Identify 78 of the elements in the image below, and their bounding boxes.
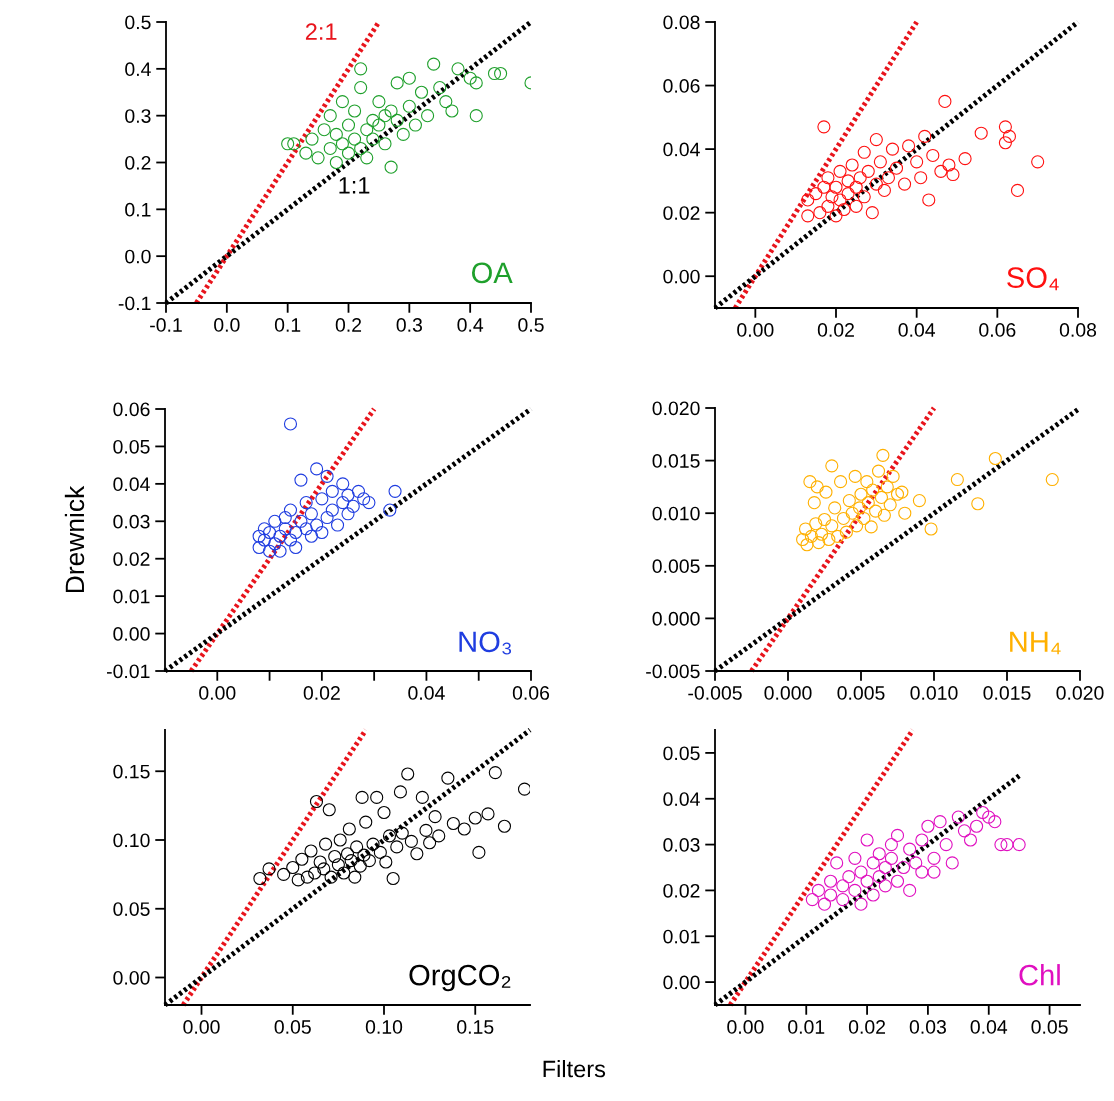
y-tick-label: 0.1 bbox=[125, 202, 151, 217]
y-tick-label: 0.00 bbox=[663, 975, 700, 990]
text: SO₄ bbox=[1007, 267, 1059, 291]
y-tick-label: 0.03 bbox=[113, 514, 150, 529]
x-tick-label: 0.2 bbox=[335, 318, 362, 332]
text: OrgCO₂ bbox=[409, 964, 511, 992]
x-tick-label: 0.005 bbox=[837, 686, 885, 700]
x-tick-label: 0.3 bbox=[396, 318, 422, 332]
y-tick-label: 0.02 bbox=[113, 552, 150, 566]
y-tick-label: 0.02 bbox=[663, 206, 700, 220]
x-tick-label: 0.15 bbox=[457, 1020, 494, 1034]
x-axis-title: Filters bbox=[543, 1060, 606, 1078]
y-tick-label: 0.5 bbox=[125, 15, 151, 30]
y-tick-label: 0.3 bbox=[125, 109, 151, 123]
y-tick-label: 0.000 bbox=[652, 611, 700, 626]
y-tick-label: 0.05 bbox=[663, 746, 700, 761]
y-tick-label: 0.02 bbox=[663, 883, 700, 898]
x-tick-label: 0.02 bbox=[848, 1020, 886, 1034]
x-tick-label: 0.0 bbox=[214, 318, 240, 332]
y-axis-title: Drewnick bbox=[64, 485, 85, 593]
y-tick-label: 0.06 bbox=[663, 79, 700, 93]
y-tick-label: 0.00 bbox=[113, 970, 150, 985]
x-tick-label: 0.01 bbox=[788, 1020, 825, 1034]
x-tick-label: 0.000 bbox=[764, 686, 812, 700]
y-tick-label: 0.01 bbox=[663, 929, 700, 944]
x-tick-label: 0.5 bbox=[518, 318, 544, 332]
y-tick-label: 0.15 bbox=[113, 764, 150, 779]
series-label: 2:1 bbox=[305, 23, 337, 40]
x-tick-label: 0.020 bbox=[1056, 686, 1104, 700]
x-tick-label: 0.02 bbox=[303, 686, 340, 700]
text: NH₄ bbox=[1010, 631, 1061, 655]
x-tick-label: 0.4 bbox=[457, 318, 484, 332]
x-tick-label: 0.03 bbox=[909, 1020, 946, 1034]
y-tick-label: 0.04 bbox=[663, 792, 700, 806]
y-tick-label: 0.00 bbox=[113, 627, 150, 641]
x-tick-label: -0.1 bbox=[150, 318, 182, 332]
y-tick-label: 0.04 bbox=[663, 142, 700, 157]
y-tick-label: 0.04 bbox=[113, 477, 150, 492]
y-tick-label: 0.0 bbox=[125, 249, 151, 264]
x-tick-label: 0.04 bbox=[970, 1020, 1008, 1034]
y-tick-label: -0.005 bbox=[646, 664, 700, 679]
x-tick-label: 0.04 bbox=[898, 323, 936, 337]
x-tick-label: 0.00 bbox=[737, 323, 774, 337]
y-tick-label: 0.03 bbox=[663, 838, 700, 852]
y-tick-label: 0.020 bbox=[652, 401, 700, 416]
text: NO₃ bbox=[459, 631, 512, 655]
text: Chl bbox=[1019, 964, 1060, 986]
y-tick-label: -0.1 bbox=[118, 296, 151, 311]
x-tick-label: 0.015 bbox=[983, 686, 1031, 700]
y-tick-label: 0.005 bbox=[652, 559, 700, 574]
y-tick-label: 0.01 bbox=[113, 589, 150, 604]
x-tick-label: 0.10 bbox=[365, 1020, 403, 1034]
x-tick-label: 0.00 bbox=[727, 1020, 764, 1034]
y-tick-label: 0.00 bbox=[663, 269, 700, 284]
y-tick-label: 0.015 bbox=[652, 454, 700, 468]
text: OA bbox=[471, 262, 513, 284]
x-tick-label: 0.1 bbox=[274, 318, 301, 332]
x-tick-label: 0.08 bbox=[1059, 323, 1097, 337]
x-tick-label: 0.00 bbox=[183, 1020, 220, 1034]
x-tick-label: 0.05 bbox=[1031, 1020, 1068, 1034]
y-tick-label: 0.2 bbox=[125, 155, 151, 170]
y-tick-label: 0.08 bbox=[663, 15, 700, 30]
y-tick-label: 0.4 bbox=[125, 62, 151, 77]
y-tick-label: 0.10 bbox=[113, 833, 150, 848]
y-tick-label: 0.05 bbox=[113, 902, 150, 916]
series-label: 1:1 bbox=[339, 177, 370, 194]
y-tick-label: -0.01 bbox=[106, 664, 150, 679]
x-tick-label: 0.00 bbox=[199, 686, 236, 700]
x-tick-label: 0.06 bbox=[512, 686, 550, 700]
x-tick-label: -0.005 bbox=[688, 686, 742, 700]
x-tick-label: 0.010 bbox=[910, 686, 958, 700]
x-tick-label: 0.04 bbox=[408, 686, 445, 700]
x-tick-label: 0.06 bbox=[979, 323, 1016, 337]
x-tick-label: 0.02 bbox=[817, 323, 854, 337]
x-tick-label: 0.05 bbox=[274, 1020, 311, 1034]
y-tick-label: 0.010 bbox=[652, 506, 700, 521]
y-tick-label: 0.05 bbox=[113, 439, 150, 454]
y-tick-label: 0.06 bbox=[113, 402, 150, 417]
